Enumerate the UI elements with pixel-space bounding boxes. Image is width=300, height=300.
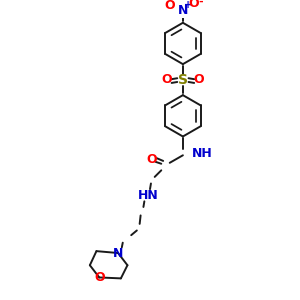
Text: S: S: [178, 73, 188, 87]
Text: O: O: [162, 73, 172, 86]
Text: N: N: [113, 247, 123, 260]
Text: O: O: [189, 0, 200, 11]
Text: O: O: [164, 0, 175, 12]
Text: O: O: [194, 73, 204, 86]
Text: HN: HN: [138, 189, 158, 202]
Text: +: +: [184, 0, 192, 10]
Text: NH: NH: [192, 147, 213, 160]
Text: -: -: [198, 0, 203, 7]
Text: N: N: [178, 4, 188, 17]
Text: O: O: [147, 154, 157, 166]
Text: O: O: [94, 271, 105, 284]
